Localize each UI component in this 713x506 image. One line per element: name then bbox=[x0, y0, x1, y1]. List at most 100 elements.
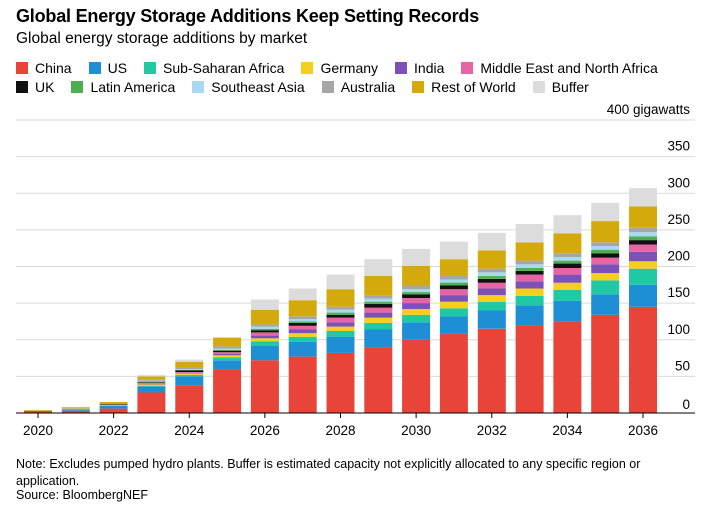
bar-segment bbox=[515, 268, 544, 271]
bar-segment bbox=[629, 240, 657, 245]
bar-segment bbox=[477, 288, 506, 296]
y-tick-label: 150 bbox=[667, 285, 690, 300]
y-tick-label: 200 bbox=[667, 249, 690, 264]
bar-segment bbox=[553, 257, 582, 261]
bar-segment bbox=[288, 336, 317, 342]
bar-segment bbox=[591, 249, 620, 254]
bar-segment bbox=[137, 374, 166, 377]
bar-segment bbox=[515, 325, 544, 413]
bar-segment bbox=[326, 331, 355, 337]
bar-segment bbox=[61, 409, 90, 411]
bar-segment bbox=[326, 326, 355, 331]
bar-segment bbox=[629, 284, 657, 307]
bar-segment bbox=[591, 264, 620, 274]
x-tick-label: 2024 bbox=[174, 423, 205, 438]
bar-segment bbox=[439, 282, 468, 286]
bar-segment bbox=[213, 348, 242, 350]
bar-segment bbox=[477, 328, 506, 413]
bar-segment bbox=[137, 386, 166, 393]
bar-segment bbox=[515, 242, 544, 261]
bar-segment bbox=[99, 404, 128, 405]
bar-segment bbox=[477, 310, 506, 329]
bar-segment bbox=[439, 279, 468, 283]
bar-segment bbox=[364, 322, 393, 330]
bar-segment bbox=[137, 380, 166, 382]
bar-segment bbox=[250, 324, 279, 327]
y-tick-label: 250 bbox=[667, 212, 690, 227]
bar-segment bbox=[137, 383, 166, 384]
bar-segment bbox=[439, 308, 468, 317]
bar-segment bbox=[477, 295, 506, 302]
bar-segment bbox=[629, 236, 657, 241]
legend-label: Germany bbox=[320, 59, 379, 76]
bar-segment bbox=[213, 337, 242, 347]
bar-segment bbox=[326, 352, 355, 413]
bar-segment bbox=[439, 276, 468, 280]
chart-subtitle: Global energy storage additions by marke… bbox=[16, 30, 308, 47]
bar-segment bbox=[553, 215, 582, 234]
bar-segment bbox=[288, 341, 317, 357]
legend-label: Middle East and North Africa bbox=[480, 59, 658, 76]
bar-segment bbox=[364, 312, 393, 318]
bar-segment bbox=[402, 265, 431, 286]
bar-segment bbox=[61, 410, 90, 413]
legend-swatch bbox=[71, 80, 84, 93]
bar-segment bbox=[288, 319, 317, 322]
x-tick-label: 2030 bbox=[401, 423, 431, 438]
bar-segment bbox=[364, 307, 393, 313]
footnote: Note: Excludes pumped hydro plants. Buff… bbox=[16, 457, 641, 488]
bar-segment bbox=[515, 274, 544, 282]
bar-segment bbox=[364, 295, 393, 299]
bar-segment bbox=[288, 300, 317, 317]
legend-item: Latin America bbox=[71, 79, 175, 95]
legend-label: Australia bbox=[340, 78, 396, 95]
bar-segment bbox=[515, 264, 544, 268]
bar-segment bbox=[402, 322, 431, 340]
legend-swatch bbox=[16, 80, 28, 93]
legend-item: Rest of World bbox=[412, 79, 516, 95]
bar-segment bbox=[99, 403, 128, 405]
legend-item: Buffer bbox=[532, 78, 589, 95]
legend-item: Middle East and North Africa bbox=[461, 59, 658, 76]
bar-segment bbox=[213, 369, 242, 414]
bar-segment bbox=[515, 270, 544, 275]
bar-segment bbox=[326, 314, 355, 318]
bar-segment bbox=[137, 383, 166, 385]
bar-segment bbox=[439, 301, 468, 309]
bar-segment bbox=[591, 221, 620, 243]
bar-segment bbox=[137, 385, 166, 387]
x-tick-label: 2034 bbox=[552, 423, 583, 438]
y-tick-label: 100 bbox=[667, 322, 690, 337]
x-tick-label: 2022 bbox=[99, 423, 129, 438]
bar-segment bbox=[61, 407, 90, 409]
bar-segment bbox=[326, 289, 355, 307]
legend-label: Rest of World bbox=[431, 78, 516, 95]
legend: China US Sub-Saharan Africa Germany India Mid… bbox=[16, 58, 706, 96]
bar-segment bbox=[477, 232, 506, 251]
bar-segment bbox=[629, 227, 657, 233]
bar-segment bbox=[629, 251, 657, 262]
bar-segment bbox=[439, 289, 468, 296]
bar-segment bbox=[250, 332, 279, 336]
bar-segment bbox=[326, 309, 355, 313]
legend-label: Buffer bbox=[551, 78, 589, 95]
bar-segment bbox=[477, 279, 506, 283]
bar-segment bbox=[137, 376, 166, 380]
legend-swatch bbox=[461, 61, 474, 74]
legend-swatch bbox=[16, 61, 28, 74]
bar-segment bbox=[477, 301, 506, 311]
bar-segment bbox=[591, 253, 620, 258]
bar-segment bbox=[515, 295, 544, 306]
legend-label: UK bbox=[35, 78, 55, 95]
bar-segment bbox=[515, 224, 544, 243]
bar-segment bbox=[477, 272, 506, 277]
bar-segment bbox=[515, 281, 544, 289]
y-tick-label: 0 bbox=[682, 397, 690, 412]
bar-segment bbox=[591, 257, 620, 265]
bar-segment bbox=[591, 280, 620, 295]
bar-segment bbox=[553, 233, 582, 254]
bar-segment bbox=[175, 367, 204, 370]
bar-segment bbox=[591, 314, 620, 413]
legend-item: Sub-Saharan Africa bbox=[144, 60, 284, 76]
